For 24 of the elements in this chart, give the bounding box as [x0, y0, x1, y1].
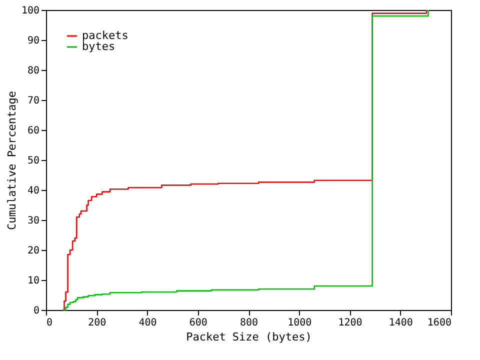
x-tick-label: 200 [88, 318, 106, 328]
y-tick-label: 90 [27, 36, 40, 46]
x-tick-label: 600 [189, 318, 208, 328]
x-tick-label: 0 [46, 318, 53, 328]
x-tick-label: 1200 [338, 318, 362, 328]
legend-label: packets [82, 29, 128, 42]
y-tick-label: 0 [33, 306, 40, 316]
y-tick-label: 50 [27, 156, 40, 166]
y-tick-label: 100 [21, 6, 40, 16]
y-tick-label: 60 [27, 126, 40, 136]
y-tick-label: 10 [27, 276, 40, 286]
legend-label: bytes [82, 40, 116, 53]
y-tick-label: 20 [27, 246, 40, 256]
y-tick-label: 80 [27, 66, 40, 76]
x-tick-label: 400 [138, 318, 157, 328]
x-tick-label: 1000 [288, 318, 312, 328]
x-tick-label: 1600 [427, 318, 452, 328]
x-tick-label: 1400 [388, 318, 413, 328]
y-tick-label: 40 [27, 186, 40, 196]
y-axis-title: Cumulative Percentage [5, 90, 18, 230]
y-tick-label: 30 [27, 216, 40, 226]
x-tick-label: 800 [240, 318, 258, 328]
y-tick-label: 70 [27, 96, 40, 106]
x-axis-title: Packet Size (bytes) [186, 330, 312, 344]
